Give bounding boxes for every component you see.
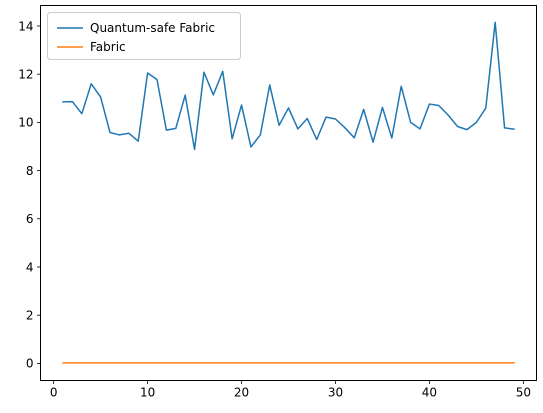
legend-label-fabric: Fabric (90, 40, 126, 54)
x-tick-label: 50 (516, 386, 531, 400)
y-tick-label: 2 (26, 308, 34, 322)
axes-frame (40, 5, 537, 381)
y-tick-label: 10 (18, 116, 33, 130)
legend-label-quantum-safe-fabric: Quantum-safe Fabric (90, 21, 215, 35)
y-tick-label: 0 (26, 357, 34, 371)
x-tick-label: 0 (50, 386, 58, 400)
series-line-quantum-safe-fabric (62, 21, 515, 151)
x-tick-label: 40 (422, 386, 437, 400)
y-tick-label: 12 (18, 67, 33, 81)
x-axis-ticks: 0 10 20 30 40 50 (50, 380, 531, 400)
legend: Quantum-safe Fabric Fabric (47, 12, 241, 60)
y-tick-label: 8 (26, 164, 34, 178)
x-tick-label: 10 (140, 386, 155, 400)
y-tick-label: 14 (18, 19, 33, 33)
plot-area (40, 5, 537, 381)
y-tick-label: 4 (26, 260, 34, 274)
x-tick-label: 30 (328, 386, 343, 400)
series-layer (62, 21, 515, 364)
x-tick-label: 20 (234, 386, 249, 400)
y-axis-ticks: 0 2 4 6 8 10 12 14 (18, 19, 41, 371)
y-tick-label: 6 (26, 212, 34, 226)
legend-box (47, 12, 241, 60)
